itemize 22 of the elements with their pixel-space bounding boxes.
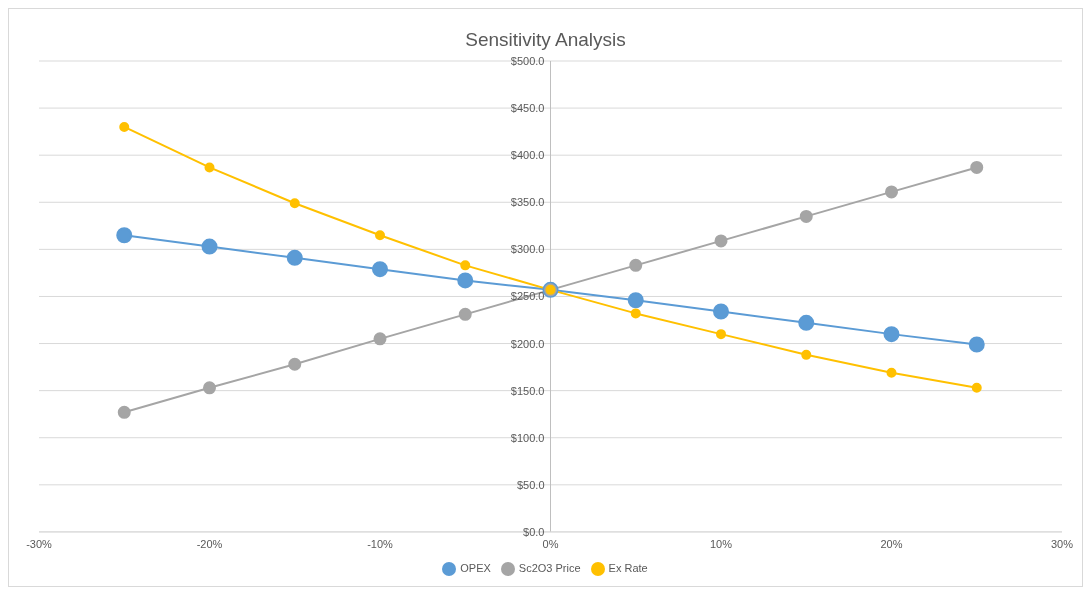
- x-tick-label: 0%: [542, 537, 559, 550]
- x-tick-label: -30%: [26, 537, 53, 550]
- legend-label: Ex Rate: [608, 561, 648, 574]
- y-tick-label: $0.0: [523, 525, 545, 538]
- y-tick-label: $50.0: [516, 478, 545, 491]
- y-tick-label: $250.0: [510, 290, 545, 303]
- y-tick-label: $200.0: [510, 337, 545, 350]
- y-tick-label: $300.0: [510, 243, 545, 256]
- y-tick-label: $500.0: [510, 55, 545, 67]
- x-tick-label: 30%: [1050, 537, 1074, 550]
- legend-label: OPEX: [460, 561, 491, 574]
- y-tick-label: $450.0: [510, 102, 545, 115]
- x-tick-label: -20%: [196, 537, 223, 550]
- y-tick-label: $150.0: [510, 384, 545, 397]
- chart-title: Sensitivity Analysis: [464, 28, 627, 51]
- legend-label: Sc2O3 Price: [518, 561, 581, 574]
- y-tick-label: $400.0: [510, 149, 545, 162]
- y-tick-label: $350.0: [510, 196, 545, 209]
- x-tick-label: -10%: [367, 537, 394, 550]
- x-tick-label: 10%: [709, 537, 733, 550]
- x-tick-label: 20%: [880, 537, 903, 550]
- y-tick-label: $100.0: [510, 431, 545, 444]
